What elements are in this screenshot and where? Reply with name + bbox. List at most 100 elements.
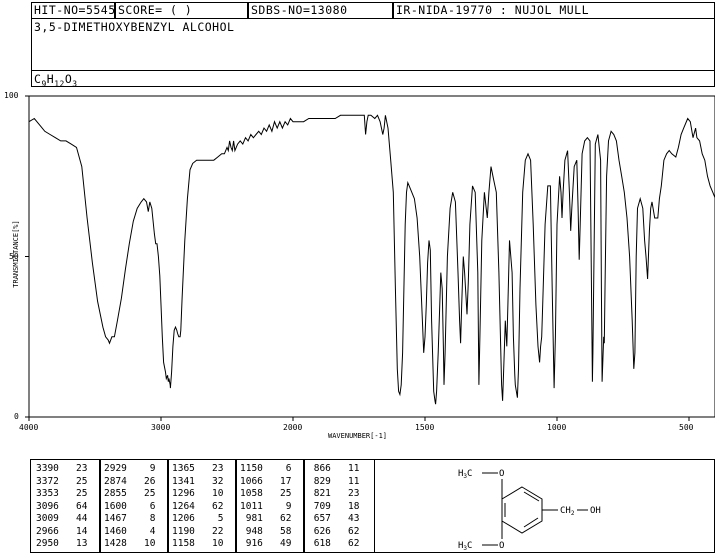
bottom-oxygen-label: O	[499, 541, 504, 551]
peak-column-divider	[235, 459, 237, 553]
peak-transmittance: 23	[194, 463, 224, 474]
peak-transmittance: 62	[330, 525, 360, 537]
x-axis-label: WAVENUMBER[-1]	[328, 432, 388, 440]
peak-wavenumber: 2874	[104, 475, 127, 487]
peak-transmittance: 23	[330, 488, 360, 499]
peak-entry: 948 58	[240, 526, 292, 537]
spectrum-line	[28, 114, 715, 405]
x-tick-label-500: 500	[679, 423, 694, 432]
peak-transmittance: 14	[58, 525, 88, 537]
peak-transmittance: 13	[58, 538, 88, 549]
peak-transmittance: 10	[194, 488, 224, 499]
peak-transmittance: 11	[330, 475, 360, 487]
peak-entry: 1365 23	[172, 463, 224, 474]
y-axis-ticks	[25, 95, 29, 418]
peak-entry: 1467 8	[104, 513, 156, 524]
peak-wavenumber: 1190	[172, 525, 195, 537]
peak-wavenumber: 709	[308, 500, 331, 512]
peak-entry: 626 62	[308, 526, 360, 537]
peak-wavenumber: 2950	[36, 538, 59, 549]
peak-wavenumber: 821	[308, 488, 331, 499]
peak-wavenumber: 1058	[240, 488, 263, 499]
peak-entry: 916 49	[240, 538, 292, 549]
peak-wavenumber: 1428	[104, 538, 127, 549]
peak-transmittance: 25	[262, 488, 292, 499]
peak-entry: 1428 10	[104, 538, 156, 549]
peak-wavenumber: 948	[240, 525, 263, 537]
peak-wavenumber: 1150	[240, 463, 263, 474]
peak-entry: 1158 10	[172, 538, 224, 549]
peak-wavenumber: 981	[240, 513, 263, 524]
peak-wavenumber: 1365	[172, 463, 195, 474]
peak-entry: 3372 25	[36, 476, 88, 487]
peak-transmittance: 10	[194, 538, 224, 549]
peak-wavenumber: 829	[308, 475, 331, 487]
peak-wavenumber: 3096	[36, 500, 59, 512]
peak-transmittance: 11	[330, 463, 360, 474]
top-oxygen-label: O	[499, 469, 504, 479]
peak-wavenumber: 2966	[36, 525, 59, 537]
peak-transmittance: 62	[262, 513, 292, 524]
peak-wavenumber: 1158	[172, 538, 195, 549]
peak-wavenumber: 1066	[240, 475, 263, 487]
peak-transmittance: 25	[126, 488, 156, 499]
side-chain-label: CH2	[560, 506, 575, 517]
plot-frame	[28, 95, 715, 418]
peak-transmittance: 43	[330, 513, 360, 524]
substituent-bonds	[482, 472, 588, 546]
peak-entry: 3096 64	[36, 501, 88, 512]
y-axis-label: TRANSMITTANCE[%]	[12, 220, 20, 288]
peak-wavenumber: 1600	[104, 500, 127, 512]
y-tick-label-0: 0	[14, 412, 19, 421]
peak-wavenumber: 2855	[104, 488, 127, 499]
peak-entry: 2950 13	[36, 538, 88, 549]
peak-transmittance: 64	[58, 500, 88, 512]
peak-entry: 1206 5	[172, 513, 224, 524]
peak-transmittance: 9	[262, 500, 292, 512]
peak-transmittance: 25	[58, 488, 88, 499]
peak-transmittance: 17	[262, 475, 292, 487]
x-tick-label-1500: 1500	[415, 423, 435, 432]
peak-entry: 2929 9	[104, 463, 156, 474]
peak-transmittance: 49	[262, 538, 292, 549]
peak-transmittance: 5	[194, 513, 224, 524]
molecule-structure: H3C O CH2 OH H3C O	[458, 469, 601, 552]
peak-wavenumber: 3009	[36, 513, 59, 524]
peak-transmittance: 4	[126, 525, 156, 537]
peak-transmittance: 8	[126, 513, 156, 524]
peak-entry: 3353 25	[36, 488, 88, 499]
x-tick-label-1000: 1000	[547, 423, 567, 432]
peak-wavenumber: 626	[308, 525, 331, 537]
peak-entry: 1341 32	[172, 476, 224, 487]
peak-entry: 618 62	[308, 538, 360, 549]
peak-entry: 1296 10	[172, 488, 224, 499]
score: SCORE= ( )	[118, 3, 193, 17]
peak-wavenumber: 1467	[104, 513, 127, 524]
peak-entry: 981 62	[240, 513, 292, 524]
peak-entry: 3009 44	[36, 513, 88, 524]
peak-entry: 2855 25	[104, 488, 156, 499]
peak-transmittance: 44	[58, 513, 88, 524]
peak-transmittance: 10	[126, 538, 156, 549]
peak-transmittance: 62	[194, 500, 224, 512]
sdbs-number: SDBS-NO=13080	[251, 3, 348, 17]
x-axis-ticks	[28, 417, 690, 421]
peak-entry: 866 11	[308, 463, 360, 474]
peak-wavenumber: 3353	[36, 488, 59, 499]
peak-entry: 1150 6	[240, 463, 292, 474]
top-methoxy-label: H3C	[458, 469, 472, 480]
peak-entry: 3390 23	[36, 463, 88, 474]
peak-wavenumber: 618	[308, 538, 331, 549]
peak-entry: 1066 17	[240, 476, 292, 487]
peak-wavenumber: 1296	[172, 488, 195, 499]
peak-column-divider	[99, 459, 101, 553]
ir-nida-info: IR-NIDA-19770 : NUJOL MULL	[396, 3, 590, 17]
peak-wavenumber: 1341	[172, 475, 195, 487]
peak-entry: 1190 22	[172, 526, 224, 537]
peak-entry: 2966 14	[36, 526, 88, 537]
peak-transmittance: 6	[126, 500, 156, 512]
peak-transmittance: 62	[330, 538, 360, 549]
compound-name: 3,5-DIMETHOXYBENZYL ALCOHOL	[34, 20, 235, 34]
peak-wavenumber: 1206	[172, 513, 195, 524]
peak-transmittance: 9	[126, 463, 156, 474]
